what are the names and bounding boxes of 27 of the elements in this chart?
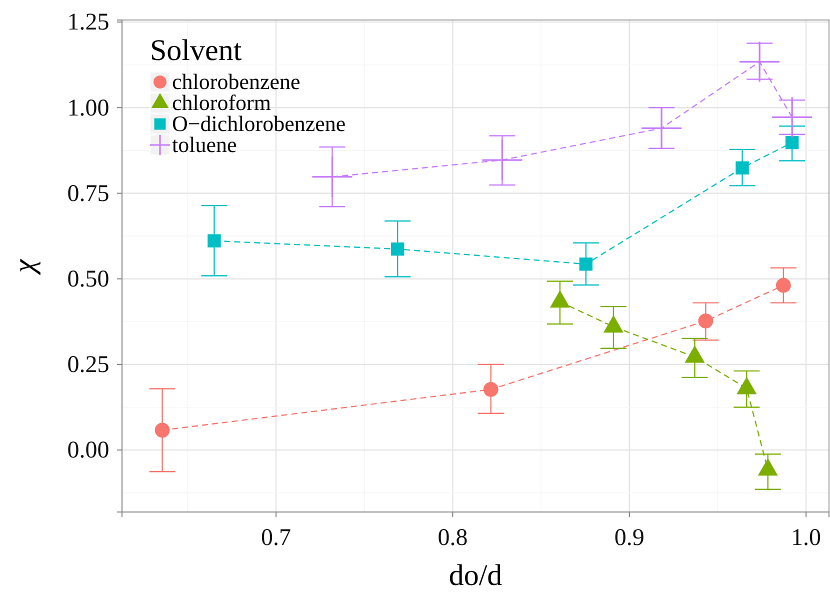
x-tick-label: 0.8 <box>438 525 468 552</box>
y-tick-label: 1.00 <box>67 95 110 122</box>
x-tick-label: 0.7 <box>261 525 292 552</box>
point <box>154 422 170 438</box>
point <box>642 108 682 148</box>
x-axis-title: do/d <box>448 559 502 592</box>
point <box>736 161 749 175</box>
point <box>785 136 799 150</box>
x-tick-label: 1.0 <box>791 525 822 552</box>
point <box>208 234 221 248</box>
point <box>482 140 522 180</box>
y-tick-label: 0.50 <box>67 266 110 293</box>
point <box>776 278 791 293</box>
x-tick-label: 0.9 <box>614 525 644 552</box>
legend-title: Solvent <box>150 34 242 67</box>
y-tick-label: 0.00 <box>67 438 110 464</box>
point <box>698 314 714 328</box>
point <box>483 382 498 397</box>
point <box>772 97 812 138</box>
y-tick-label: 1.25 <box>67 10 110 36</box>
point <box>579 258 593 271</box>
point <box>312 156 352 197</box>
point <box>390 242 404 256</box>
point <box>740 42 780 82</box>
y-axis-title: χ <box>8 258 41 276</box>
y-tick-label: 0.75 <box>67 180 110 207</box>
y-tick-label: 0.25 <box>67 352 110 378</box>
